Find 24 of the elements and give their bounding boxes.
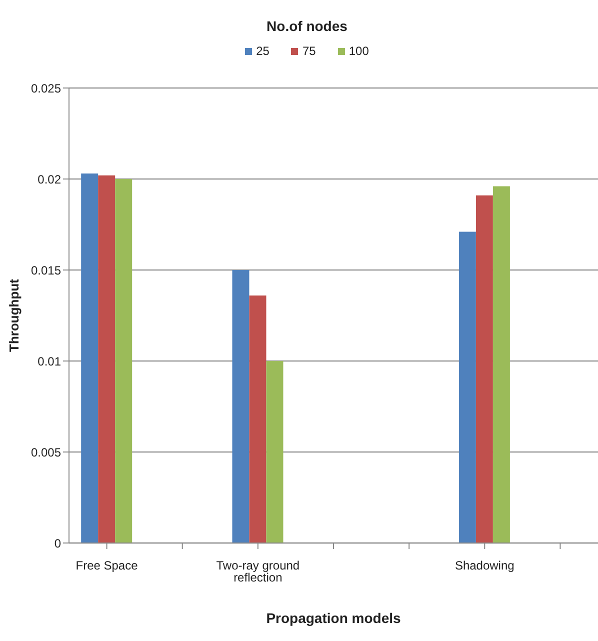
x-tick-label: Free Space — [76, 558, 138, 573]
bar — [492, 186, 510, 543]
bar — [458, 232, 476, 543]
x-tick-label: Two-ray ground reflection — [216, 558, 300, 585]
x-tick-label: Shadowing — [454, 558, 514, 573]
y-axis-title: Throughput — [6, 278, 22, 352]
bar — [232, 270, 250, 543]
y-tick-label: 0.02 — [38, 172, 62, 186]
y-tick-label: 0.005 — [30, 445, 62, 460]
y-tick-label: 0 — [54, 536, 62, 550]
bar — [476, 195, 493, 543]
bar — [249, 295, 266, 543]
y-tick-label: 0.01 — [38, 354, 62, 368]
y-tick-label: 0.015 — [30, 263, 62, 278]
legend-label: 100 — [348, 44, 369, 58]
x-axis-title: Propagation models — [266, 610, 401, 626]
bar — [266, 361, 284, 543]
bar — [98, 175, 116, 543]
legend-title: No.of nodes — [266, 18, 348, 34]
legend-label: 75 — [301, 44, 316, 58]
legend-label: 25 — [255, 44, 270, 58]
bar — [81, 174, 98, 543]
bar — [115, 179, 132, 543]
y-tick-label: 0.025 — [30, 81, 62, 96]
